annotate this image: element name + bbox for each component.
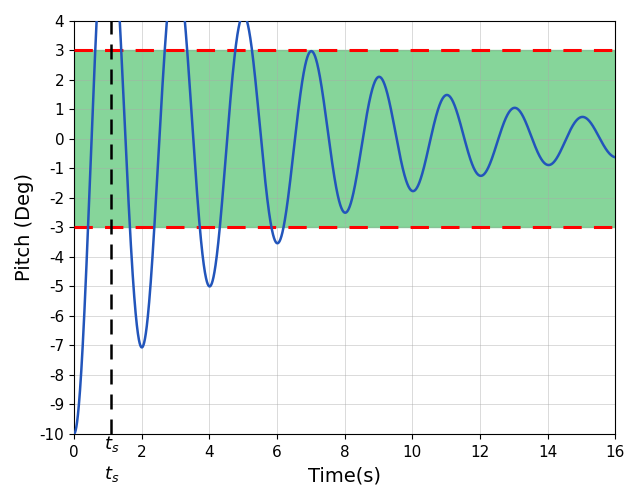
X-axis label: Time(s): Time(s) [308,466,381,485]
Text: $t_s$: $t_s$ [104,464,119,484]
Text: $t_s$: $t_s$ [104,434,119,454]
Y-axis label: Pitch (Deg): Pitch (Deg) [15,174,34,282]
